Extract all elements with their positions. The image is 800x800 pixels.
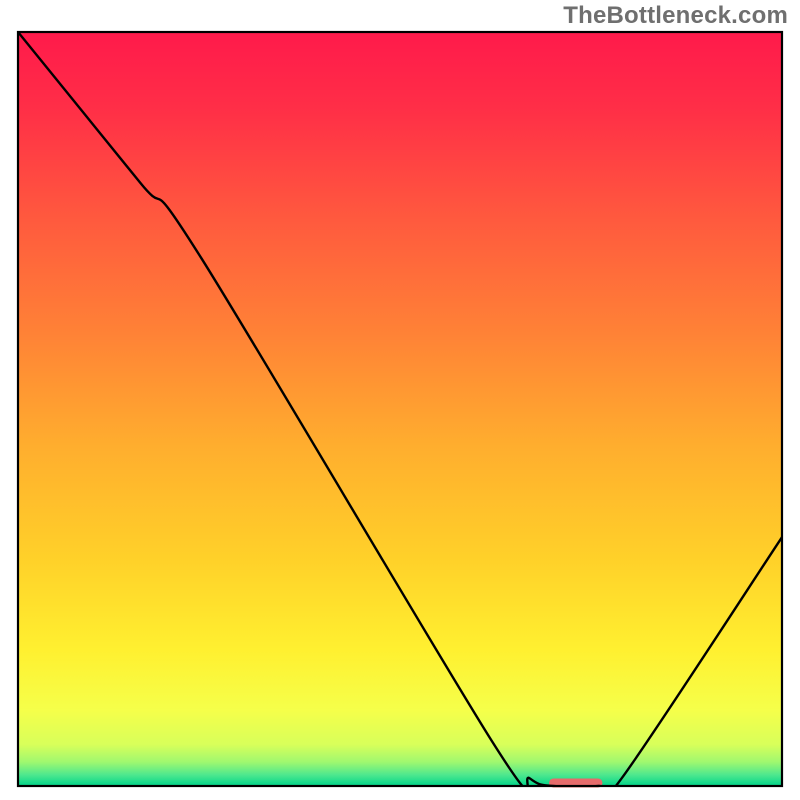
plot-gradient-background: [18, 32, 782, 786]
chart-svg: [0, 0, 800, 800]
bottleneck-chart: TheBottleneck.com: [0, 0, 800, 800]
watermark-text: TheBottleneck.com: [563, 2, 788, 30]
